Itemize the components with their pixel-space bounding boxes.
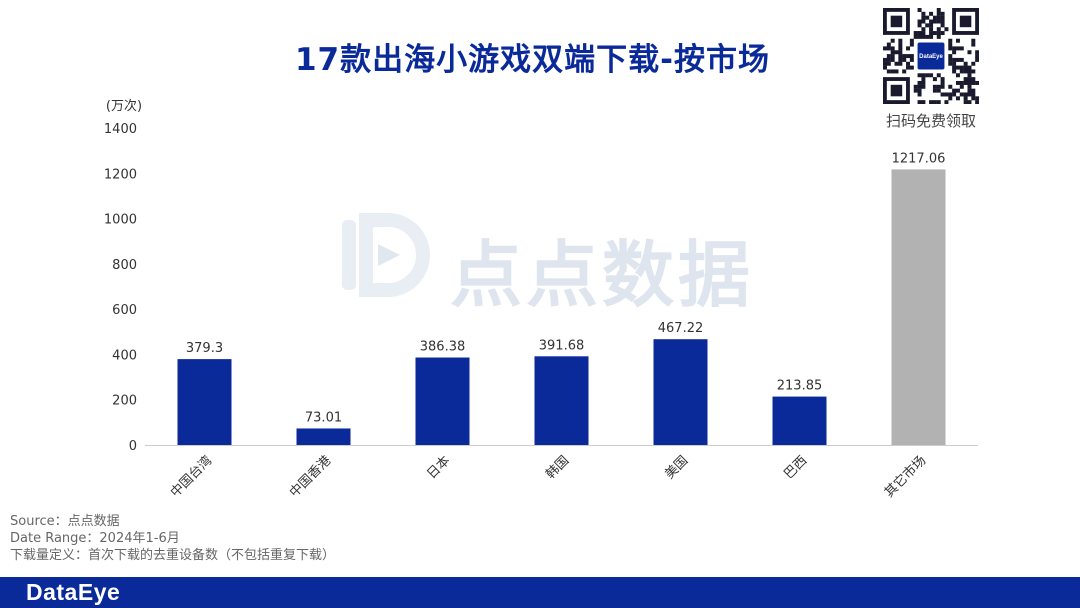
bar — [891, 169, 946, 445]
x-tick-label: 日本 — [424, 453, 453, 482]
data-label: 213.85 — [777, 379, 823, 394]
y-tick-label: 600 — [112, 303, 137, 318]
x-tick-label: 中国台湾 — [167, 453, 215, 501]
definition-note: 下载量定义：首次下载的去重设备数（不包括重复下载） — [10, 548, 336, 563]
x-tick-label: 美国 — [662, 453, 691, 482]
data-label: 1217.06 — [892, 151, 946, 166]
footnotes: Source：点点数据 Date Range：2024年1-6月 下载量定义：首… — [10, 513, 335, 564]
qr-code-icon: DataEye — [883, 8, 979, 104]
y-tick-label: 400 — [112, 348, 137, 363]
data-label: 391.68 — [539, 338, 585, 353]
qr-logo-text: DataEye — [919, 54, 943, 60]
data-label: 467.22 — [658, 321, 704, 336]
y-tick-label: 1000 — [104, 213, 137, 228]
x-tick-label: 韩国 — [543, 453, 572, 482]
data-label: 379.3 — [186, 341, 223, 356]
bar — [534, 356, 589, 445]
y-tick-label: 0 — [129, 439, 137, 454]
watermark-text: 点点数据 — [450, 233, 755, 317]
footer-bar: DataEye — [0, 577, 1080, 608]
qr-caption: 扫码免费领取 — [885, 112, 976, 130]
y-axis-label: (万次) — [106, 98, 142, 114]
y-tick-label: 1200 — [104, 167, 137, 182]
bar — [177, 359, 232, 445]
x-tick-label: 其它市场 — [881, 453, 929, 501]
data-label: 73.01 — [305, 410, 342, 425]
y-tick-label: 200 — [112, 394, 137, 409]
bar — [296, 428, 351, 445]
watermark: 点点数据 — [338, 208, 788, 317]
footer-logo: DataEye — [26, 579, 121, 605]
y-tick-label: 800 — [112, 258, 137, 273]
watermark-logo-icon — [342, 213, 430, 297]
source-note: Source：点点数据 — [10, 514, 120, 529]
x-tick-label: 中国香港 — [287, 453, 334, 500]
bar — [415, 357, 470, 445]
bar — [772, 396, 827, 445]
x-tick-label: 巴西 — [781, 453, 810, 482]
bar — [653, 339, 708, 445]
y-tick-label: 1400 — [104, 122, 137, 137]
date-range-note: Date Range：2024年1-6月 — [10, 531, 180, 546]
data-label: 386.38 — [420, 340, 466, 355]
chart-title: 17款出海小游戏双端下载-按市场 — [294, 42, 770, 78]
